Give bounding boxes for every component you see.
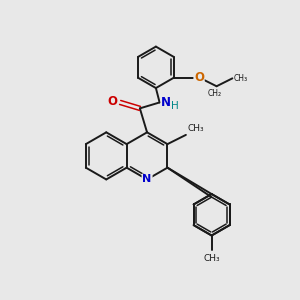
Text: O: O [194, 71, 204, 84]
Text: O: O [108, 95, 118, 108]
Text: CH₂: CH₂ [208, 89, 222, 98]
Text: N: N [142, 174, 152, 184]
Text: CH₃: CH₃ [203, 254, 220, 263]
Text: N: N [161, 96, 171, 109]
Text: H: H [171, 101, 178, 111]
Text: CH₃: CH₃ [188, 124, 204, 134]
Text: CH₃: CH₃ [234, 74, 248, 83]
